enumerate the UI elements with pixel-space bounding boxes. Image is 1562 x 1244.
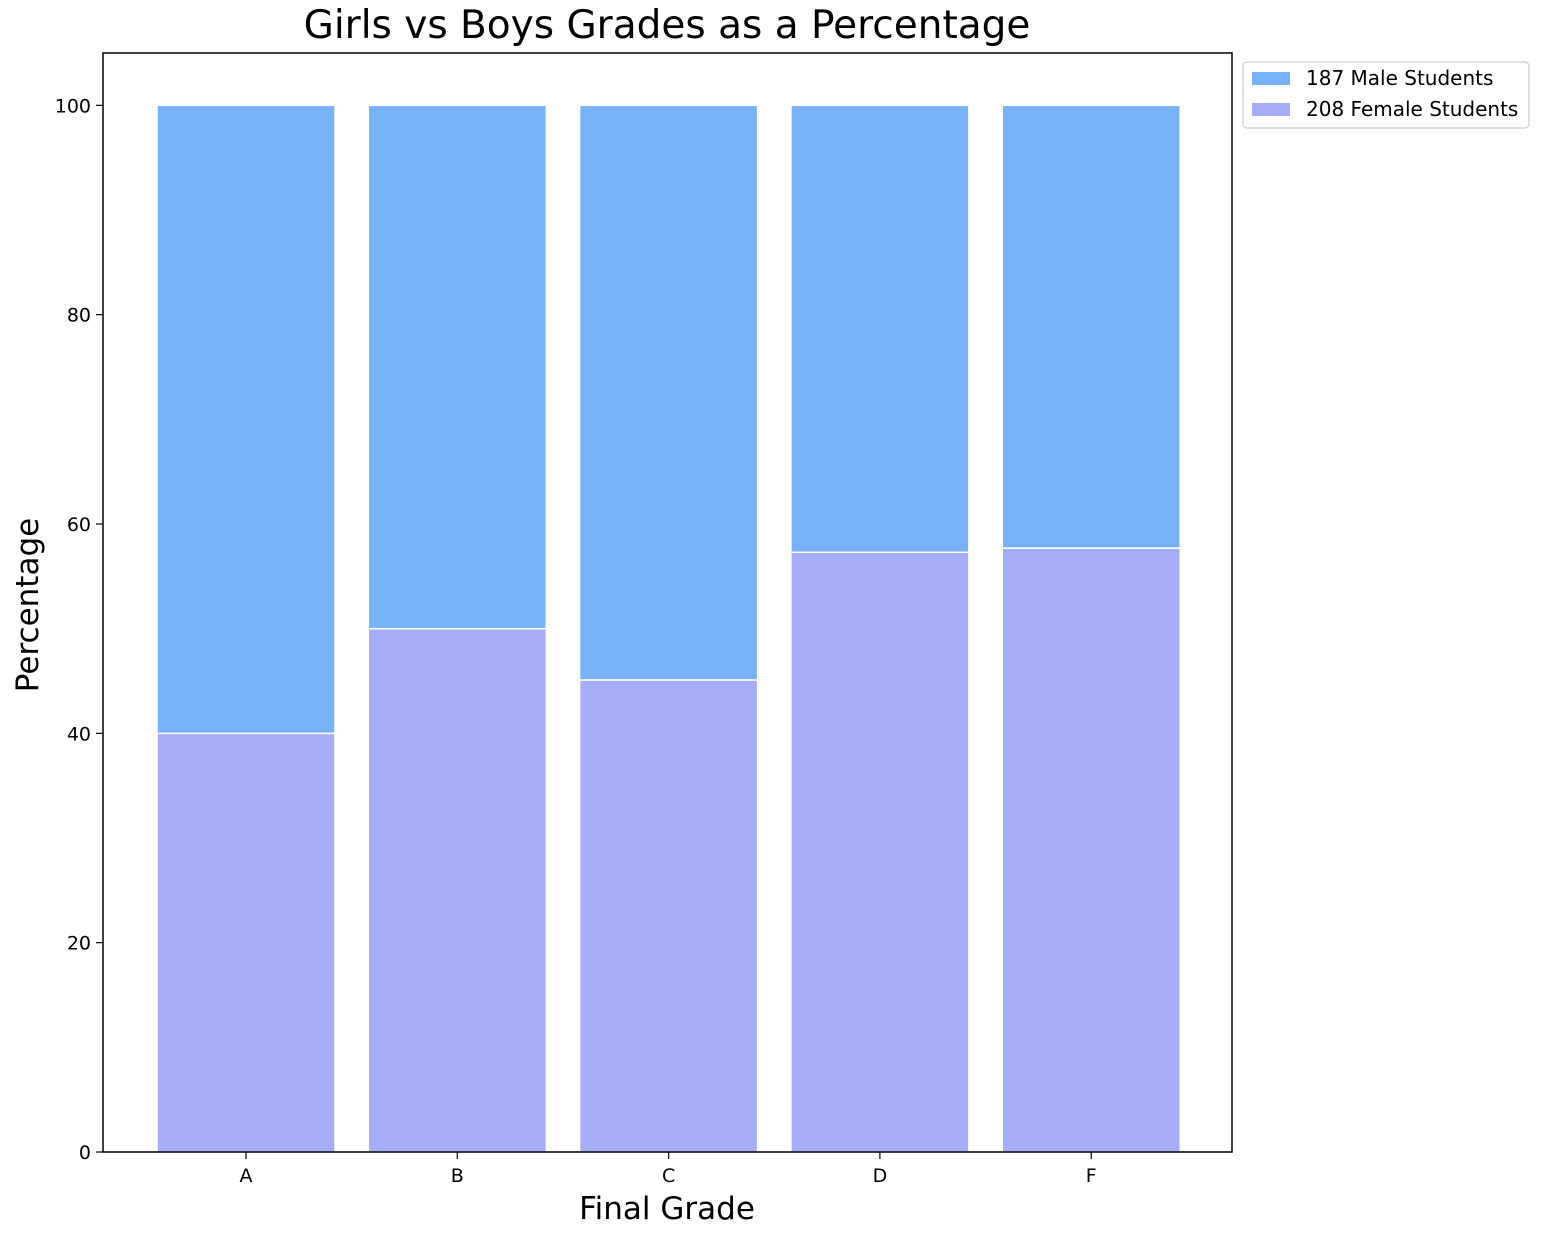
bar-male-a: [156, 104, 336, 735]
x-tick-label: B: [451, 1165, 464, 1187]
legend-swatch: [1252, 103, 1290, 116]
x-tick-label: A: [240, 1165, 253, 1187]
bar-female-b: [367, 627, 548, 1153]
y-tick-label: 40: [67, 723, 91, 745]
bar-male-b: [367, 104, 548, 630]
bar-female-c: [578, 679, 759, 1153]
x-tick-label: C: [662, 1165, 675, 1187]
legend-swatch: [1252, 72, 1290, 85]
y-axis-ticks: 0 20 40 60 80 100: [55, 95, 103, 1164]
y-tick-label: 60: [67, 514, 91, 536]
x-tick-label: D: [873, 1165, 888, 1187]
y-tick-label: 100: [55, 95, 91, 117]
legend-label: 187 Male Students: [1306, 66, 1493, 90]
legend-label: 208 Female Students: [1306, 97, 1518, 121]
bar-male-d: [790, 104, 970, 554]
legend-box: [1242, 61, 1530, 129]
legend: 187 Male Students 208 Female Students: [1242, 61, 1530, 129]
y-tick-label: 0: [79, 1142, 91, 1164]
bars-layer: [156, 104, 1181, 1153]
x-tick-label: F: [1086, 1165, 1097, 1187]
bar-male-c: [578, 104, 759, 681]
x-axis-label: Final Grade: [579, 1191, 755, 1227]
bar-male-f: [1001, 104, 1181, 549]
y-axis-label: Percentage: [10, 518, 46, 692]
chart-title: Girls vs Boys Grades as a Percentage: [304, 3, 1031, 48]
bar-female-d: [790, 551, 970, 1153]
y-tick-label: 20: [67, 933, 91, 955]
plot-frame: [102, 52, 1233, 1153]
y-tick-label: 80: [67, 305, 91, 327]
bar-female-f: [1001, 547, 1181, 1153]
bar-female-a: [156, 732, 336, 1153]
